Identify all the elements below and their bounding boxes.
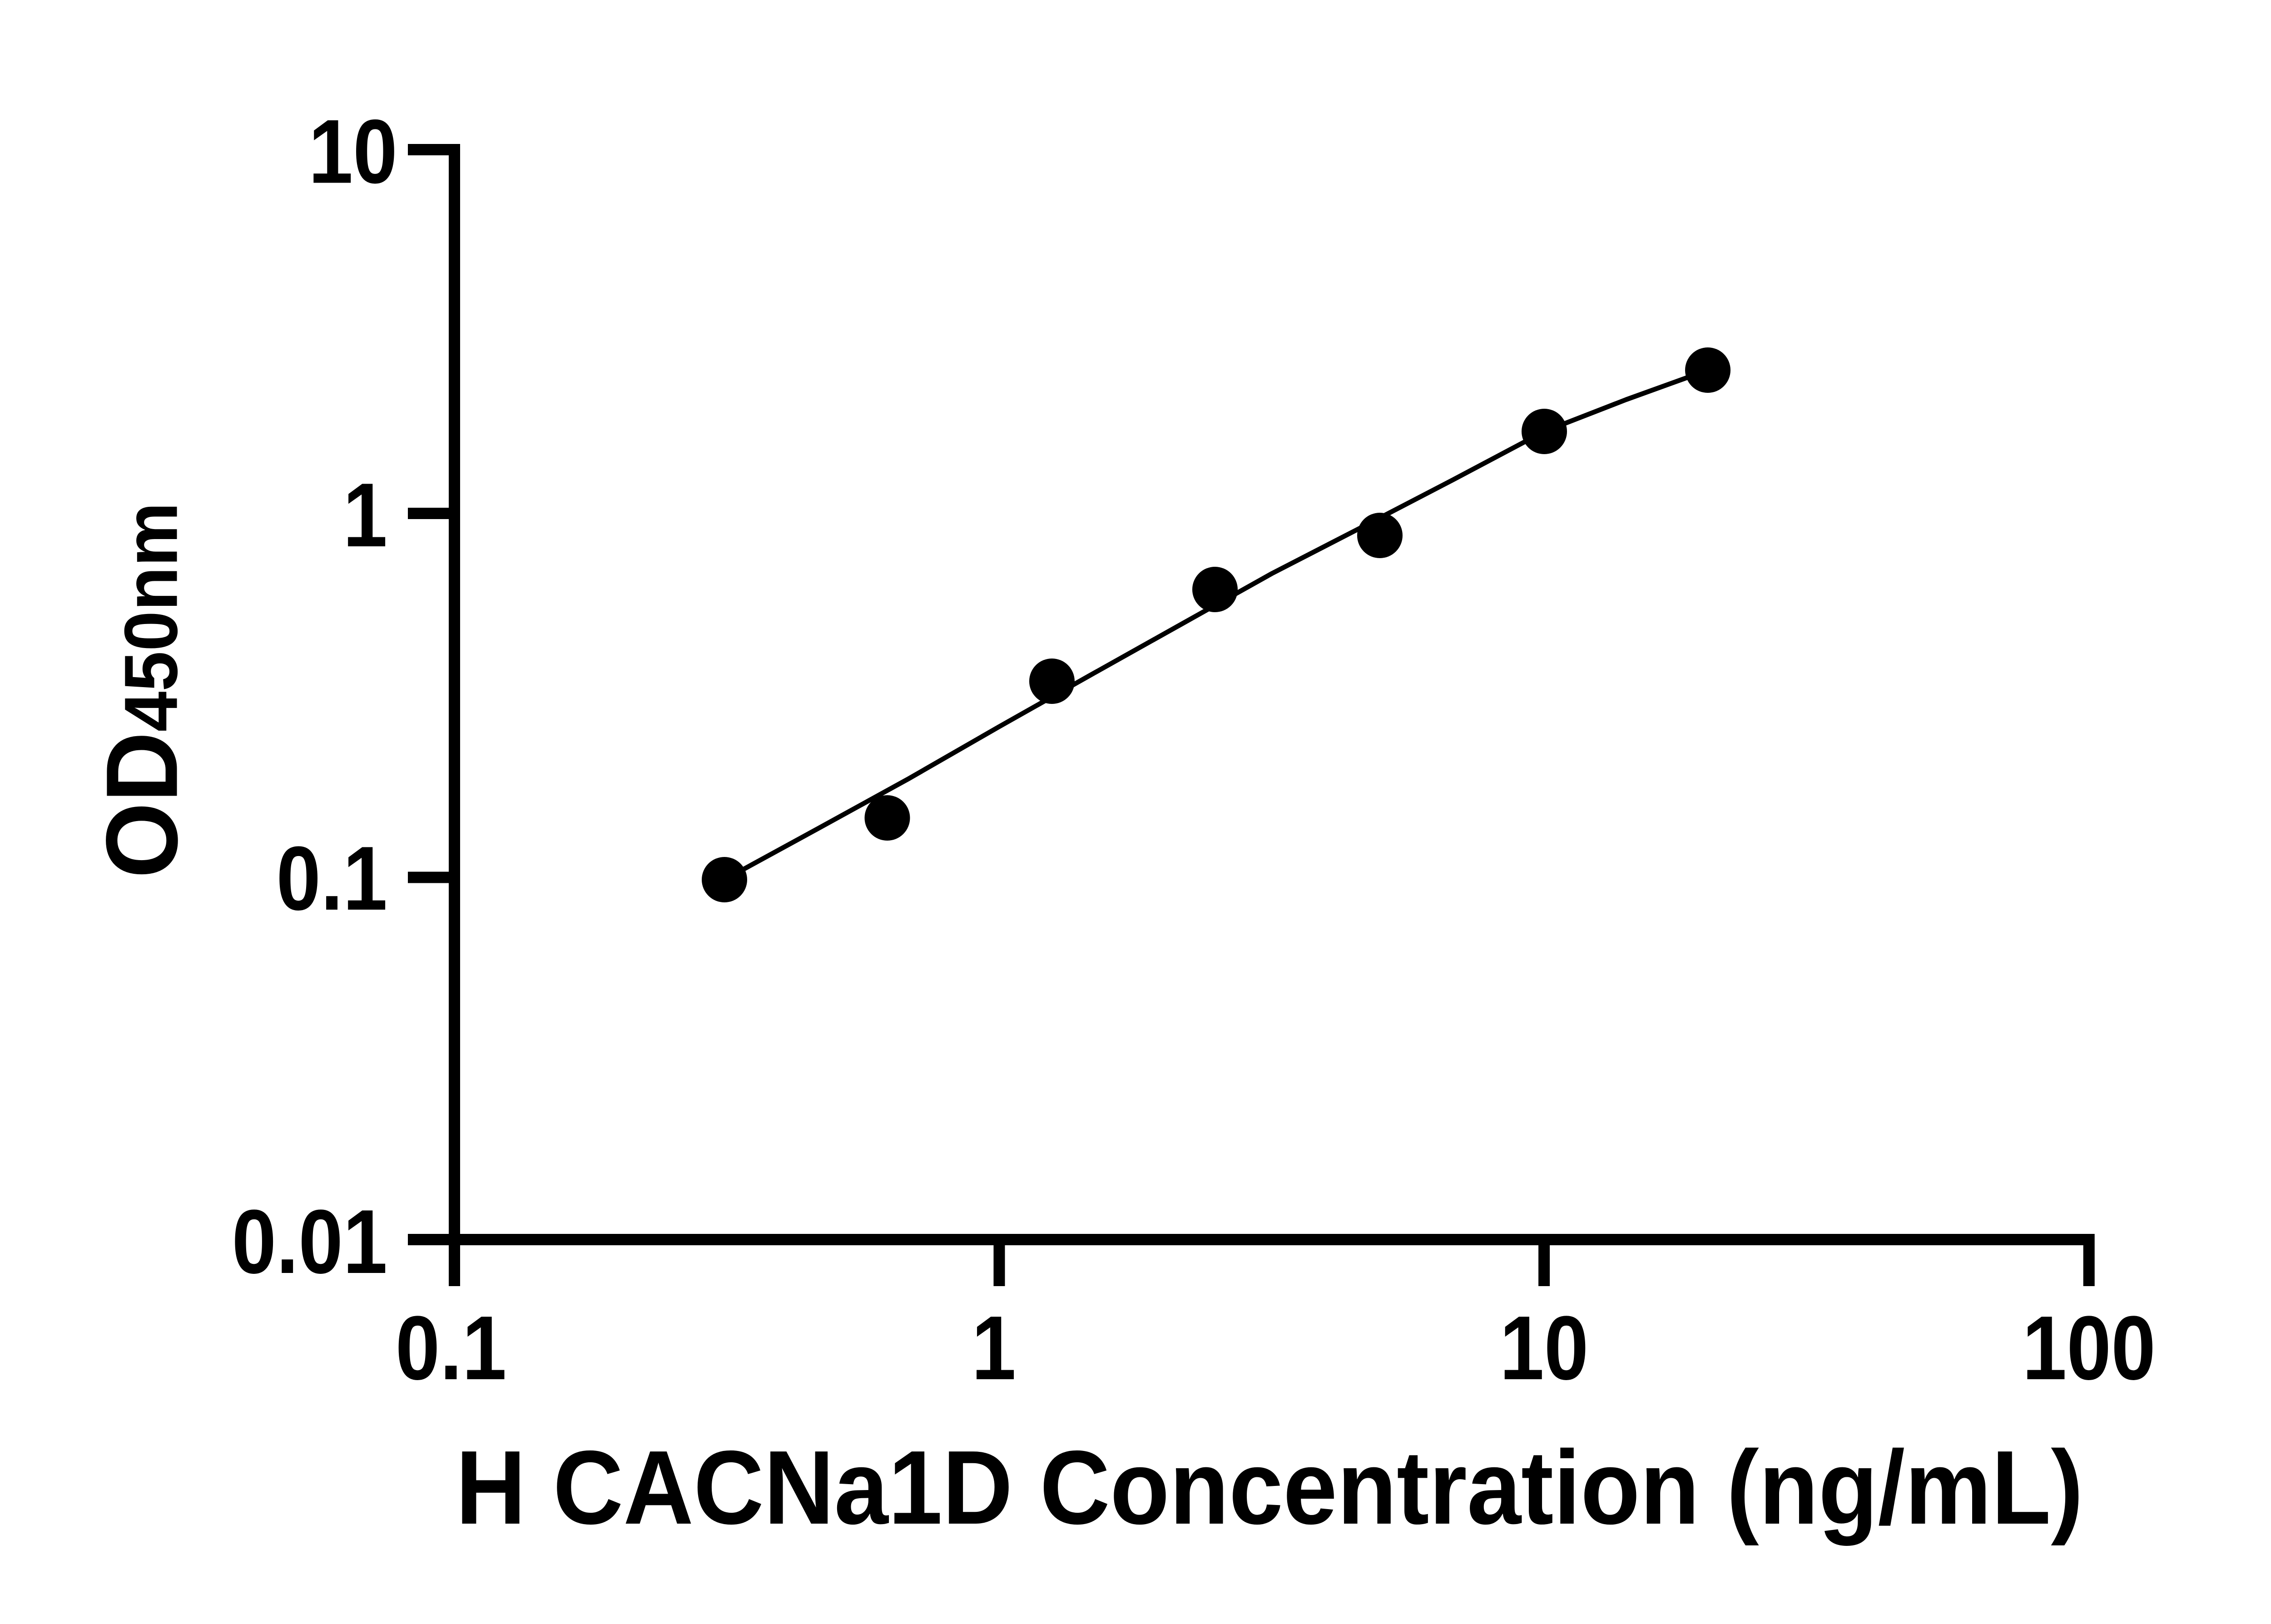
- svg-text:0.1: 0.1: [276, 827, 387, 929]
- svg-text:100: 100: [2022, 1297, 2156, 1398]
- svg-text:H CACNa1D Concentration (ng/mL: H CACNa1D Concentration (ng/mL): [456, 1429, 2083, 1546]
- svg-text:0.1: 0.1: [396, 1297, 507, 1398]
- svg-text:10: 10: [1500, 1297, 1589, 1398]
- svg-text:0.01: 0.01: [232, 1190, 387, 1292]
- svg-text:10: 10: [308, 100, 397, 202]
- svg-text:1: 1: [343, 464, 387, 565]
- svg-text:1: 1: [972, 1297, 1016, 1398]
